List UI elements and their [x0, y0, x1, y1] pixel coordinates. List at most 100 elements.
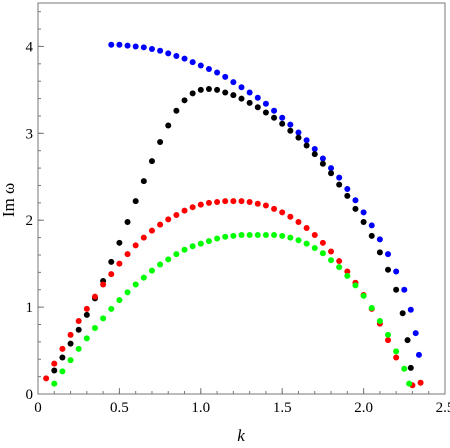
data-point: [108, 271, 115, 278]
y-tick-label: 3: [26, 126, 34, 142]
data-points: [43, 41, 424, 389]
data-point: [157, 261, 164, 268]
data-point: [246, 231, 253, 238]
data-point: [336, 174, 343, 181]
data-point: [51, 380, 58, 387]
data-point: [311, 151, 318, 158]
data-point: [360, 292, 367, 299]
data-point: [214, 198, 221, 205]
data-point: [376, 318, 383, 325]
data-point: [415, 351, 422, 358]
data-point: [165, 50, 172, 57]
data-point: [254, 200, 261, 207]
data-point: [197, 240, 204, 247]
data-point: [352, 197, 359, 204]
data-point: [51, 367, 58, 374]
x-tick-label: 2.5: [436, 400, 450, 416]
data-point: [197, 86, 204, 93]
data-point: [407, 306, 414, 313]
data-point: [376, 249, 383, 256]
data-point: [75, 345, 82, 352]
data-point: [91, 324, 98, 331]
data-point: [230, 232, 237, 239]
data-point: [124, 218, 131, 225]
data-point: [214, 86, 221, 93]
data-point: [328, 248, 335, 255]
data-point: [262, 231, 269, 238]
y-axis-label: Im ω: [0, 183, 18, 217]
data-point: [165, 216, 172, 223]
data-point: [59, 368, 66, 375]
data-point: [385, 251, 392, 258]
data-point: [51, 360, 58, 367]
data-point: [67, 357, 74, 364]
data-point: [254, 104, 261, 111]
data-point: [279, 120, 286, 127]
x-axis-label: k: [237, 426, 245, 445]
data-point: [393, 354, 400, 361]
data-point: [222, 198, 229, 205]
data-point: [336, 181, 343, 188]
data-point: [116, 260, 123, 267]
data-point: [271, 205, 278, 212]
data-point: [376, 236, 383, 243]
data-point: [404, 337, 411, 344]
data-point: [319, 155, 326, 162]
data-point: [75, 318, 82, 325]
data-point: [140, 234, 147, 241]
data-point: [406, 380, 413, 387]
data-point: [43, 375, 50, 382]
data-point: [222, 89, 229, 96]
data-point: [132, 242, 139, 249]
series-3: [43, 198, 424, 389]
data-point: [368, 304, 375, 311]
data-point: [311, 231, 318, 238]
data-point: [417, 379, 424, 386]
data-point: [271, 107, 278, 114]
data-point: [189, 204, 196, 211]
data-point: [124, 251, 131, 258]
y-tick-label: 1: [26, 300, 34, 316]
data-point: [238, 84, 245, 91]
data-point: [303, 137, 310, 144]
data-point: [140, 178, 147, 185]
data-point: [319, 160, 326, 167]
x-tick-label: 0: [34, 400, 42, 416]
data-point: [352, 282, 359, 289]
data-point: [344, 185, 351, 192]
data-point: [385, 331, 392, 338]
data-point: [100, 281, 107, 288]
data-point: [399, 310, 406, 317]
data-point: [157, 221, 164, 228]
data-point: [401, 365, 408, 372]
data-point: [116, 297, 123, 304]
data-point: [59, 345, 66, 352]
data-point: [124, 42, 131, 49]
data-point: [328, 257, 335, 264]
data-point: [393, 268, 400, 275]
data-point: [75, 326, 82, 333]
data-point: [295, 129, 302, 136]
data-point: [181, 207, 188, 214]
data-point: [100, 315, 107, 322]
data-point: [67, 340, 74, 347]
data-point: [319, 250, 326, 257]
data-point: [262, 202, 269, 209]
series-2: [51, 86, 414, 374]
data-point: [360, 218, 367, 225]
data-point: [157, 47, 164, 54]
x-axis-ticks: 0 0.5 1.0 1.5 2.0 2.5: [34, 388, 450, 416]
data-point: [189, 243, 196, 250]
data-point: [230, 92, 237, 99]
data-point: [295, 237, 302, 244]
data-point: [181, 246, 188, 253]
y-tick-label: 2: [26, 213, 34, 229]
data-point: [246, 99, 253, 106]
data-point: [279, 232, 286, 239]
y-tick-label: 0: [26, 387, 34, 403]
data-point: [157, 139, 164, 146]
data-point: [132, 43, 139, 50]
data-point: [344, 192, 351, 199]
data-point: [214, 69, 221, 76]
data-point: [91, 293, 98, 300]
